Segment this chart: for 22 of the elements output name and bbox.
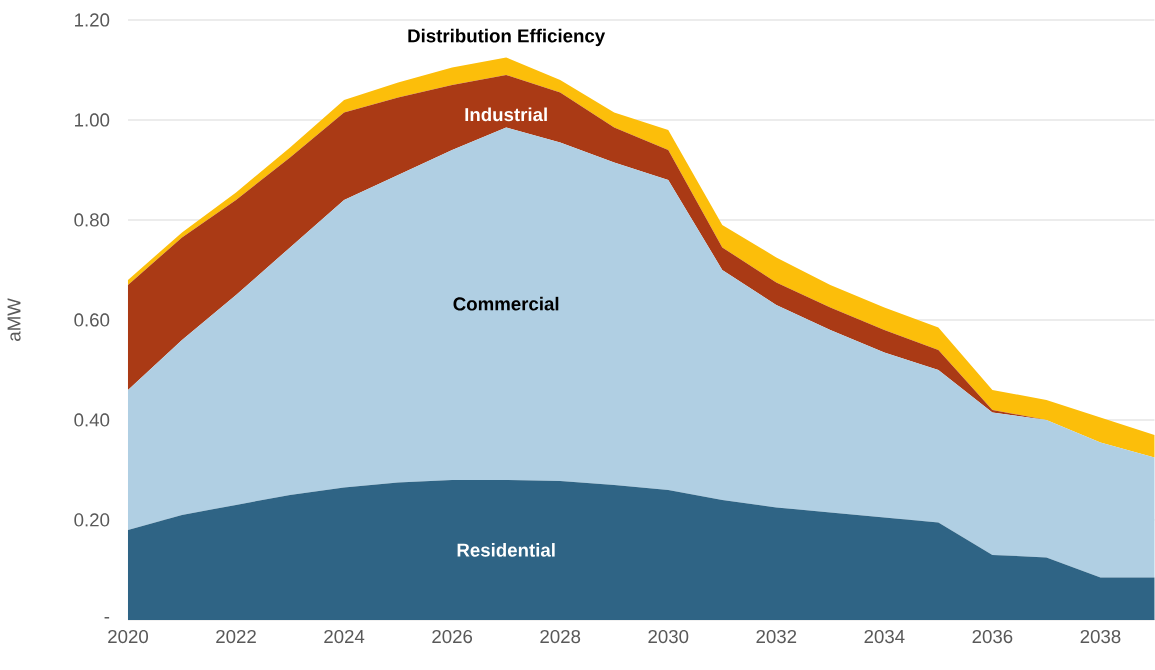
x-tick-label: 2028	[540, 629, 581, 644]
y-tick-label: 1.00	[75, 113, 110, 127]
x-tick-label: 2032	[756, 629, 797, 644]
series-label: Industrial	[465, 107, 547, 122]
series-label: Residential	[457, 543, 555, 557]
x-tick-label: 2036	[972, 629, 1013, 644]
y-tick-label: 0.20	[74, 513, 110, 527]
series-label: Commercial	[453, 296, 559, 311]
y-tick-label: -	[104, 617, 110, 619]
y-tick-label: 0.60	[74, 313, 110, 327]
x-tick-label: 2034	[864, 629, 905, 644]
y-tick-label: 0.40	[74, 413, 110, 427]
x-tick-label: 2024	[324, 629, 365, 644]
x-tick-label: 2026	[432, 629, 473, 644]
x-tick-label: 2030	[648, 629, 689, 644]
series-label: Distribution Efficiency	[408, 28, 606, 47]
x-tick-label: 2020	[108, 629, 149, 644]
y-axis-title: aMW	[7, 298, 21, 341]
x-tick-label: 2038	[1080, 629, 1121, 644]
x-tick-label: 2022	[216, 629, 256, 644]
y-tick-label: 0.80	[74, 213, 110, 227]
y-tick-label: 1.20	[75, 13, 110, 27]
